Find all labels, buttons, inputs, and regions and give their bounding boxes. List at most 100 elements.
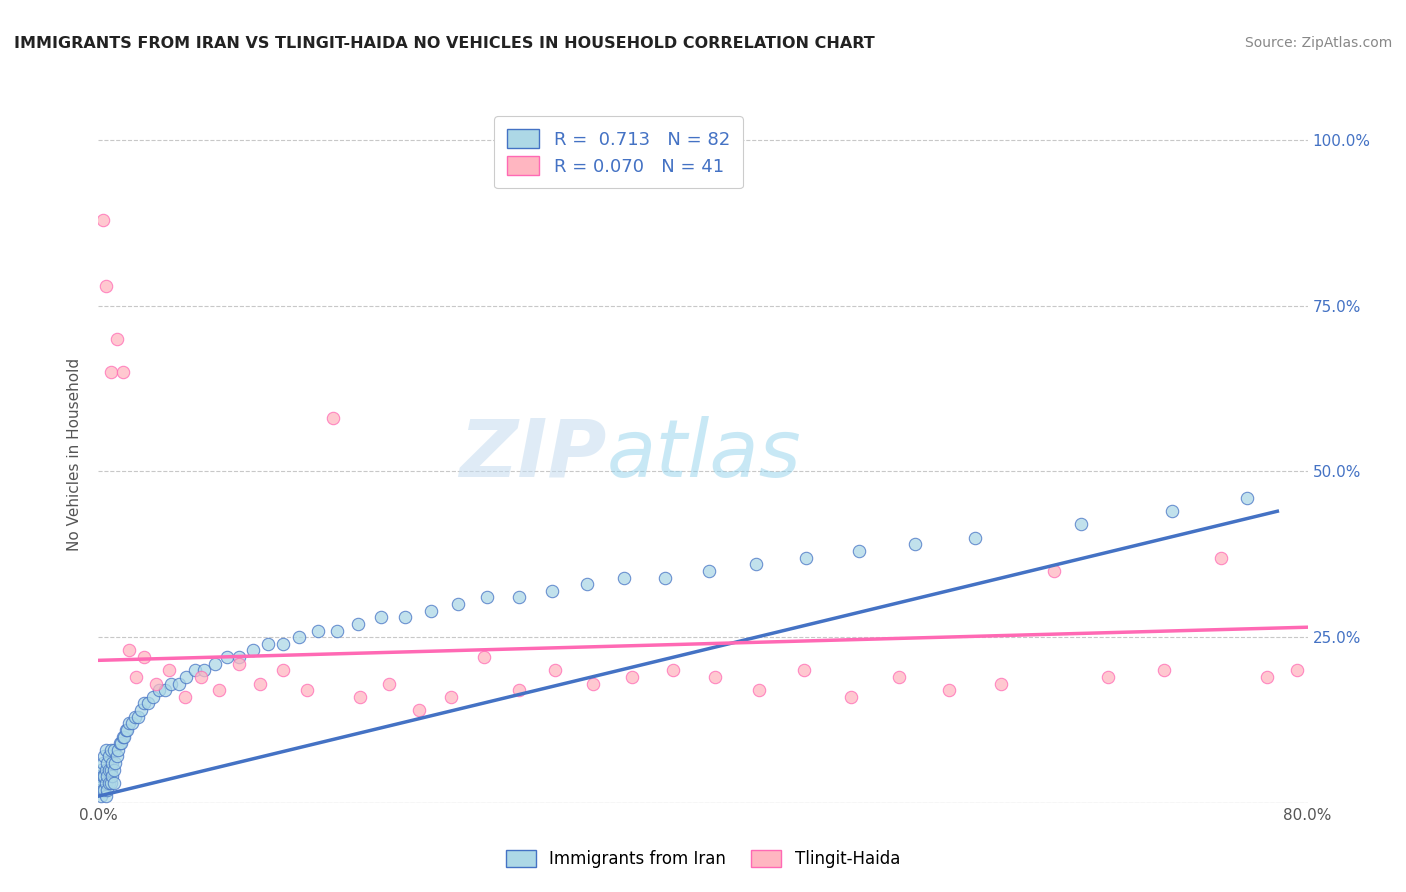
Point xyxy=(100,365,122,379)
Point xyxy=(544,663,567,677)
Point xyxy=(105,332,128,346)
Point xyxy=(889,670,911,684)
Point xyxy=(193,663,215,677)
Point xyxy=(145,676,167,690)
Point xyxy=(118,716,141,731)
Point xyxy=(142,690,165,704)
Point xyxy=(1211,550,1233,565)
Point xyxy=(91,756,114,770)
Point xyxy=(540,583,562,598)
Point xyxy=(94,789,117,804)
Point xyxy=(377,676,399,690)
Point xyxy=(103,763,125,777)
Point xyxy=(173,690,195,704)
Point xyxy=(100,776,122,790)
Point xyxy=(129,703,152,717)
Point xyxy=(160,676,183,690)
Point xyxy=(208,683,231,698)
Point xyxy=(93,769,115,783)
Point xyxy=(90,776,112,790)
Point xyxy=(159,663,181,677)
Point xyxy=(408,703,430,717)
Point xyxy=(288,630,311,644)
Point xyxy=(271,637,294,651)
Point xyxy=(115,723,138,737)
Point xyxy=(98,776,121,790)
Point xyxy=(107,743,129,757)
Point xyxy=(114,723,136,737)
Point xyxy=(965,531,987,545)
Text: atlas: atlas xyxy=(606,416,801,494)
Point xyxy=(748,683,770,698)
Point xyxy=(148,683,170,698)
Point xyxy=(96,782,118,797)
Point xyxy=(101,769,124,783)
Point xyxy=(475,591,498,605)
Point xyxy=(89,769,111,783)
Point xyxy=(439,690,461,704)
Point xyxy=(508,683,530,698)
Point xyxy=(94,279,117,293)
Point xyxy=(620,670,643,684)
Point xyxy=(242,643,264,657)
Text: IMMIGRANTS FROM IRAN VS TLINGIT-HAIDA NO VEHICLES IN HOUSEHOLD CORRELATION CHART: IMMIGRANTS FROM IRAN VS TLINGIT-HAIDA NO… xyxy=(14,36,875,51)
Point xyxy=(125,670,148,684)
Point xyxy=(990,676,1012,690)
Point xyxy=(661,663,683,677)
Point xyxy=(793,663,815,677)
Point xyxy=(307,624,329,638)
Point xyxy=(121,716,143,731)
Point xyxy=(271,663,294,677)
Text: Source: ZipAtlas.com: Source: ZipAtlas.com xyxy=(1244,36,1392,50)
Point xyxy=(1236,491,1258,505)
Point xyxy=(100,743,122,757)
Point xyxy=(103,776,125,790)
Point xyxy=(904,537,927,551)
Point xyxy=(704,670,727,684)
Point xyxy=(136,697,159,711)
Point xyxy=(1256,670,1278,684)
Point xyxy=(190,670,212,684)
Point xyxy=(90,789,112,804)
Point xyxy=(100,763,122,777)
Point xyxy=(654,570,676,584)
Point xyxy=(1042,564,1064,578)
Point xyxy=(347,616,370,631)
Point xyxy=(93,749,115,764)
Point xyxy=(98,763,121,777)
Point xyxy=(472,650,495,665)
Point xyxy=(215,650,238,665)
Point xyxy=(96,769,118,783)
Point xyxy=(124,709,146,723)
Point xyxy=(1285,663,1308,677)
Legend: Immigrants from Iran, Tlingit-Haida: Immigrants from Iran, Tlingit-Haida xyxy=(499,843,907,875)
Point xyxy=(370,610,392,624)
Point xyxy=(295,683,318,698)
Point xyxy=(167,676,190,690)
Point xyxy=(349,690,371,704)
Point xyxy=(839,690,862,704)
Legend: R =  0.713   N = 82, R = 0.070   N = 41: R = 0.713 N = 82, R = 0.070 N = 41 xyxy=(494,116,742,188)
Point xyxy=(575,577,598,591)
Point xyxy=(322,411,344,425)
Point xyxy=(108,736,131,750)
Point xyxy=(184,663,207,677)
Point xyxy=(228,650,250,665)
Point xyxy=(508,591,530,605)
Point xyxy=(420,604,443,618)
Point xyxy=(204,657,226,671)
Point xyxy=(94,743,117,757)
Point xyxy=(326,624,349,638)
Point xyxy=(1160,504,1182,518)
Point xyxy=(447,597,470,611)
Point xyxy=(174,670,197,684)
Point xyxy=(111,730,134,744)
Point xyxy=(118,643,141,657)
Point xyxy=(98,749,121,764)
Point xyxy=(91,769,114,783)
Point xyxy=(89,782,111,797)
Point xyxy=(104,756,127,770)
Text: ZIP: ZIP xyxy=(458,416,606,494)
Point xyxy=(96,756,118,770)
Point xyxy=(697,564,720,578)
